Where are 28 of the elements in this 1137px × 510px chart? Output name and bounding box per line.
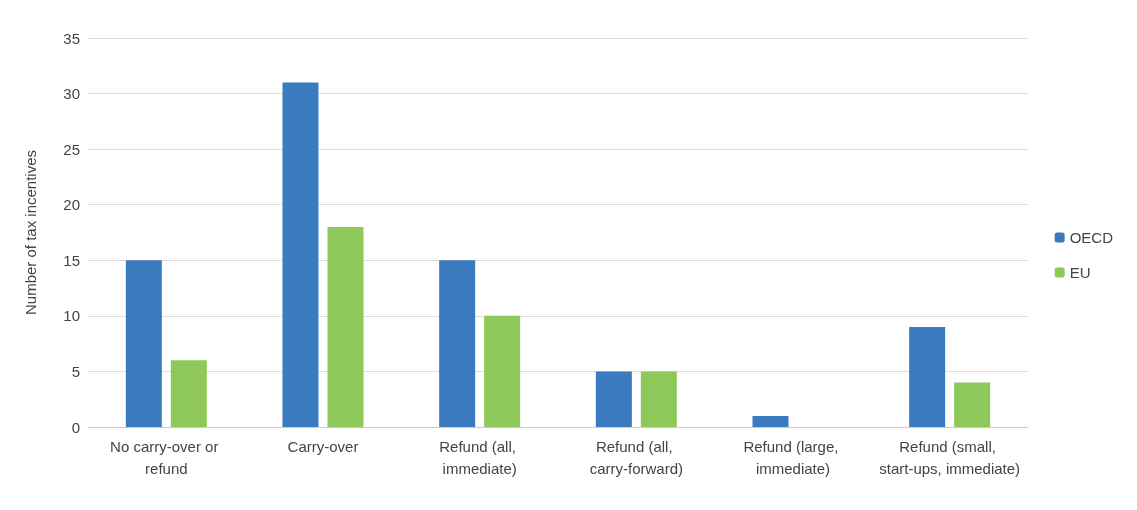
bar [125, 260, 162, 427]
legend-label: EU [1069, 264, 1091, 281]
legend-label: OECD [1069, 229, 1114, 246]
bar [282, 82, 319, 427]
x-tick-label: Refund (large, immediate) [743, 437, 843, 477]
x-tick-label: No carry-over or refund [110, 437, 223, 477]
y-tick-label: 15 [63, 251, 80, 269]
bar [595, 371, 632, 427]
x-tick-label: Refund (all, immediate) [439, 437, 521, 477]
y-tick-label: 35 [63, 29, 80, 47]
bar [954, 382, 991, 427]
y-tick-label: 30 [63, 85, 80, 103]
x-tick-label: Refund (small, start-ups, immediate) [879, 437, 1021, 477]
bar [640, 371, 677, 427]
y-tick-label: 10 [63, 307, 80, 325]
y-tick-label: 0 [71, 418, 80, 436]
x-tick-label: Refund (all, carry-forward) [589, 437, 684, 477]
bar [484, 315, 521, 427]
bar [752, 415, 789, 427]
y-tick-label: 20 [63, 196, 80, 214]
bar [170, 360, 207, 427]
y-axis-title: Number of tax incentives [22, 149, 39, 316]
bar [439, 260, 476, 427]
y-tick-label: 5 [71, 362, 80, 380]
y-tick-label: 25 [63, 140, 80, 158]
bar [909, 326, 946, 427]
bar [327, 226, 364, 427]
x-tick-label: Carry-over [287, 437, 359, 455]
